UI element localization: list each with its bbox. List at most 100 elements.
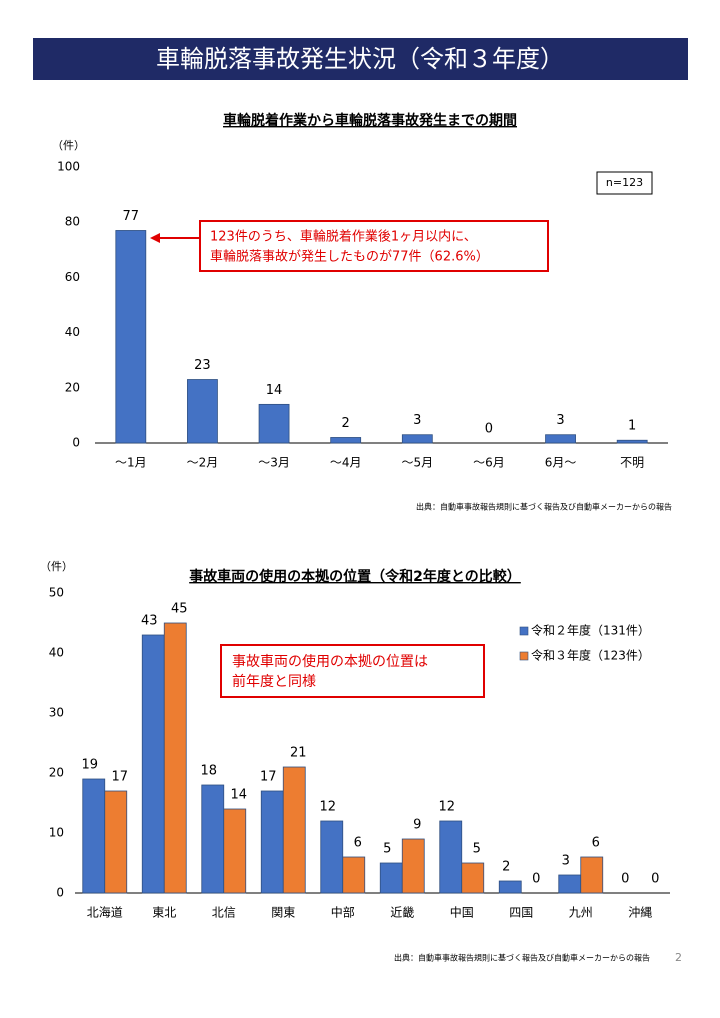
bar bbox=[616, 439, 648, 444]
data-label: 14 bbox=[266, 383, 283, 398]
data-label: 18 bbox=[200, 764, 217, 779]
x-tick-label: ～5月 bbox=[401, 456, 433, 470]
data-label: 6 bbox=[354, 836, 362, 851]
callout-box bbox=[199, 220, 549, 272]
callout-text: 車輪脱落事故が発生したものが77件（62.6%） bbox=[210, 249, 489, 265]
x-tick-label: ～1月 bbox=[115, 456, 147, 470]
data-label: 1 bbox=[628, 419, 636, 434]
chart-title: 事故車両の使用の本拠の位置（令和2年度との比較） bbox=[189, 568, 521, 585]
bar bbox=[545, 434, 576, 444]
callout-box bbox=[220, 644, 485, 698]
data-label: 19 bbox=[81, 758, 98, 773]
y-tick-label: 30 bbox=[49, 706, 64, 720]
bar bbox=[82, 778, 106, 894]
data-label: 5 bbox=[473, 842, 481, 857]
data-label: 77 bbox=[123, 209, 140, 224]
x-tick-label: 沖縄 bbox=[628, 905, 652, 920]
bar bbox=[330, 437, 362, 444]
data-label: 12 bbox=[319, 800, 336, 815]
data-label: 0 bbox=[651, 872, 659, 887]
y-tick-label: 20 bbox=[49, 766, 64, 780]
data-label: 2 bbox=[502, 860, 510, 875]
x-tick-label: ～6月 bbox=[473, 456, 505, 470]
bar bbox=[115, 230, 147, 444]
x-tick-label: 北信 bbox=[212, 906, 236, 920]
x-tick-label: 不明 bbox=[620, 456, 644, 470]
x-tick-label: ～2月 bbox=[187, 456, 219, 470]
callout-text: 123件のうち、車輪脱着作業後1ヶ月以内に、 bbox=[210, 229, 477, 245]
source: 出典：自動車事故報告規則に基づく報告及び自動車メーカーからの報告 bbox=[416, 502, 672, 512]
data-label: 14 bbox=[230, 788, 247, 803]
y-axis-label: （件） bbox=[40, 560, 73, 573]
chart-title: 車輪脱着作業から車輪脱落事故発生までの期間 bbox=[223, 112, 517, 129]
bar bbox=[282, 766, 306, 894]
x-tick-label: 北海道 bbox=[87, 905, 123, 920]
legend-label: 令和２年度（131件） bbox=[531, 623, 650, 638]
bar bbox=[258, 403, 290, 444]
y-tick-label: 40 bbox=[65, 325, 80, 339]
x-tick-label: 四国 bbox=[509, 906, 533, 920]
bar bbox=[401, 434, 433, 444]
x-tick-label: 6月～ bbox=[545, 456, 577, 470]
x-tick-label: ～4月 bbox=[330, 456, 362, 470]
bar bbox=[260, 790, 284, 894]
x-tick-label: 九州 bbox=[569, 906, 593, 920]
bar bbox=[104, 790, 128, 894]
data-label: 0 bbox=[532, 872, 540, 887]
bar bbox=[461, 862, 485, 894]
data-label: 5 bbox=[383, 842, 391, 857]
x-tick-label: 中国 bbox=[450, 905, 474, 920]
y-axis-label: （件） bbox=[52, 139, 85, 152]
source: 出典：自動車事故報告規則に基づく報告及び自動車メーカーからの報告 bbox=[394, 953, 650, 963]
y-tick-label: 60 bbox=[65, 270, 80, 284]
y-tick-label: 80 bbox=[65, 215, 80, 229]
bar bbox=[498, 880, 522, 894]
note: n=123 bbox=[606, 176, 643, 189]
callout-text: 事故車両の使用の本拠の位置は bbox=[232, 653, 428, 670]
y-tick-label: 20 bbox=[65, 380, 80, 394]
y-tick-label: 100 bbox=[57, 160, 80, 174]
legend-swatch bbox=[519, 626, 529, 636]
data-label: 2 bbox=[342, 416, 350, 431]
legend-label: 令和３年度（123件） bbox=[531, 648, 650, 663]
y-tick-label: 0 bbox=[72, 436, 80, 450]
y-tick-label: 50 bbox=[49, 586, 64, 600]
bar bbox=[141, 634, 165, 894]
bar bbox=[187, 379, 218, 444]
bar bbox=[379, 862, 403, 894]
data-label: 3 bbox=[413, 413, 421, 428]
page-number: 2 bbox=[675, 951, 682, 964]
data-label: 17 bbox=[260, 770, 277, 785]
data-label: 12 bbox=[438, 800, 455, 815]
bar bbox=[201, 784, 225, 894]
data-label: 3 bbox=[562, 854, 570, 869]
data-label: 0 bbox=[485, 422, 493, 437]
data-label: 0 bbox=[621, 872, 629, 887]
data-label: 6 bbox=[592, 836, 600, 851]
bar bbox=[342, 856, 366, 894]
data-label: 43 bbox=[141, 614, 158, 629]
callout-arrowhead bbox=[150, 233, 160, 243]
bar bbox=[439, 820, 463, 894]
data-label: 45 bbox=[171, 602, 188, 617]
y-tick-label: 10 bbox=[49, 826, 64, 840]
legend-swatch bbox=[519, 651, 529, 661]
bar bbox=[558, 874, 582, 894]
x-tick-label: ～3月 bbox=[258, 456, 290, 470]
data-label: 17 bbox=[111, 770, 128, 785]
bar bbox=[580, 856, 604, 894]
bar bbox=[163, 622, 187, 894]
y-tick-label: 40 bbox=[49, 646, 64, 660]
note-box bbox=[596, 171, 653, 195]
data-label: 23 bbox=[194, 358, 211, 373]
x-tick-label: 関東 bbox=[271, 906, 295, 920]
x-tick-label: 東北 bbox=[152, 906, 176, 920]
data-label: 3 bbox=[556, 413, 564, 428]
header-banner bbox=[33, 38, 688, 80]
data-label: 9 bbox=[413, 818, 421, 833]
x-tick-label: 中部 bbox=[331, 905, 355, 920]
callout-text: 前年度と同様 bbox=[232, 673, 316, 690]
page-title: 車輪脱落事故発生状況（令和３年度） bbox=[156, 45, 564, 73]
